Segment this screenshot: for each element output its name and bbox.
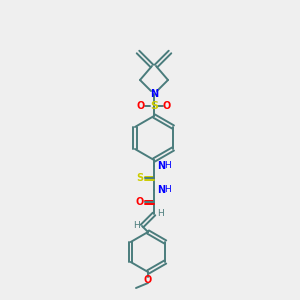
Text: H: H xyxy=(164,185,171,194)
Text: H: H xyxy=(164,161,171,170)
Text: O: O xyxy=(136,197,144,207)
Text: O: O xyxy=(163,101,171,111)
Text: O: O xyxy=(137,101,145,111)
Text: N: N xyxy=(150,89,158,99)
Text: S: S xyxy=(136,173,144,183)
Text: H: H xyxy=(133,221,140,230)
Text: H: H xyxy=(157,209,164,218)
Text: N: N xyxy=(157,185,165,195)
Text: S: S xyxy=(150,101,158,111)
Text: N: N xyxy=(157,161,165,171)
Text: O: O xyxy=(144,275,152,285)
